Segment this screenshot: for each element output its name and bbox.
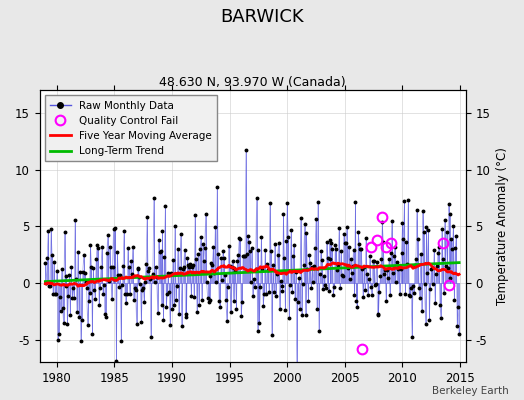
Title: 48.630 N, 93.970 W (Canada): 48.630 N, 93.970 W (Canada) (159, 76, 346, 89)
Legend: Raw Monthly Data, Quality Control Fail, Five Year Moving Average, Long-Term Tren: Raw Monthly Data, Quality Control Fail, … (45, 95, 217, 162)
Y-axis label: Temperature Anomaly (°C): Temperature Anomaly (°C) (496, 147, 509, 305)
Text: Berkeley Earth: Berkeley Earth (432, 386, 508, 396)
Text: BARWICK: BARWICK (220, 8, 304, 26)
